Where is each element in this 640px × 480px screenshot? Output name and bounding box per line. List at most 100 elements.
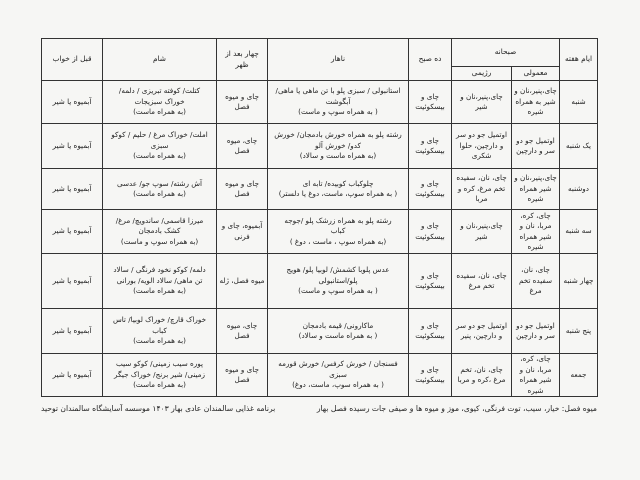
afternoon-snack-cell: چای و میوه فصل [216, 80, 268, 124]
cell-line: (به همراه ماست) [133, 189, 186, 198]
breakfast-diet-cell: چای، نان، سفیده تخم مرغ، کره و مربا [451, 168, 512, 210]
table-row: سه شنبه چای، کره، مربا، نان و شیر همراه ش… [41, 209, 598, 254]
day-cell: شنبه [559, 80, 598, 124]
dinner-cell: خوراک قارچ/ خوراک لوبیا/ تاس کباب (به همرا… [102, 308, 217, 354]
lunch-cell: ماکارونی/ قیمه بادمجان( به همراه ماست و … [267, 308, 409, 354]
meal-plan-table: ایام هفته صبحانه ده صبح ناهار چهار بعد ا… [41, 38, 598, 397]
cell-line: رشته پلو به همراه زرشک پلو /جوجه [284, 215, 392, 225]
cell-line: سبزی [150, 140, 169, 150]
cell-line: (به همراه ماست) [133, 107, 186, 117]
cell-line: (به همراه سوپ ، ماست ، دوغ ) [289, 236, 387, 246]
afternoon-snack-cell: چای، میوه فصل [216, 123, 268, 169]
table-row: جمعه چای، کره، مربا، نان و شیر همراه شیره… [41, 353, 598, 397]
day-cell: پنج شنبه [559, 308, 598, 354]
dinner-cell: کتلت/ کوفته تبریزی / دلمه/خوراک سبزیجات(… [102, 80, 217, 124]
afternoon-snack-cell: چای و میوه فصل [216, 353, 268, 397]
cell-line: پلو/استانبولی [318, 275, 358, 285]
breakfast-normal-cell: اوتمیل جو دو سر و دارچین [511, 123, 560, 169]
day-cell: دوشنبه [559, 168, 598, 210]
cell-line: آبگوشت [325, 96, 351, 106]
dinner-cell: آش رشته/ سوپ جو/ عدسی (به همراه ماست) [102, 168, 217, 210]
cell-line: (به همراه ماست) [133, 380, 186, 390]
cell-line: دلمه/ کوکو نخود فرنگی / سالاد [113, 265, 206, 275]
cell-line: ( به همراه سوپ و ماست) [298, 286, 378, 296]
cell-line: سبزی [329, 369, 347, 379]
bedtime-cell: آبمیوه یا شیر [41, 168, 103, 210]
cell-line: ( به همراه سوپ و ماست) [298, 107, 378, 117]
cell-line: ماکارونی/ قیمه بادمجان [302, 320, 374, 330]
header-breakfast-diet: رژیمی [451, 66, 512, 81]
afternoon-snack-cell: آبمیوه، چای و فرنی [216, 209, 268, 254]
table-row: دوشنبه چای،پنیر،نان و شیر همراه شیره چای، … [41, 168, 598, 210]
breakfast-diet-cell: چای، نان، تخم مرغ ،کره و مربا [451, 353, 512, 397]
table-row: چهار شنبه چای، نان، سفیده تخم مرغ چای، نان… [41, 253, 598, 309]
lunch-cell: استانبولی / سبزی پلو با تن ماهی یا ماهی/… [267, 80, 409, 124]
header-lunch: ناهار [267, 38, 409, 81]
lunch-cell: چلوکباب کوبیده/ تابه ای( به همراه سوپ، م… [267, 168, 409, 210]
header-afternoon-snack: چهار بعد از ظهر [216, 38, 268, 81]
breakfast-normal-cell: اوتمیل جو دو سر و دارچین [511, 308, 560, 354]
cell-line: کشک بادمجان [138, 226, 181, 236]
fruits-note: میوه فصل: خیار، سیب، توت فرنگی، کیوی، مو… [316, 404, 597, 413]
bedtime-cell: آبمیوه یا شیر [41, 209, 103, 254]
cell-line: ( به همراه ماست و سالاد) [298, 331, 378, 340]
cell-line: کباب [330, 226, 346, 236]
cell-line: ( به همراه سوپ، ماست، دوغ) [292, 380, 384, 390]
cell-line: (به همراه سوپ و ماست) [120, 236, 199, 246]
table-row: شنبه چای،پنیر،نان و شیر به همراه شیره چای،… [41, 80, 598, 124]
cell-line: کدو/ خورش آلو [315, 140, 361, 150]
header-morning-snack: ده صبح [408, 38, 452, 81]
morning-snack-cell: چای و بیسکوئیت [408, 123, 452, 169]
afternoon-snack-cell: چای، میوه فصل [216, 308, 268, 354]
cell-line: (به همراه ماست) [133, 286, 186, 296]
afternoon-snack-cell: چای و میوه فصل [216, 168, 268, 210]
cell-line: خوراک قارچ/ خوراک لوبیا/ تاس [112, 315, 207, 325]
program-title: برنامه غذایی سالمندان عادی بهار ۱۴۰۳ موس… [41, 404, 276, 413]
morning-snack-cell: چای و بیسکوئیت [408, 168, 452, 210]
cell-line: کباب [152, 325, 167, 335]
dinner-cell: املت/ خوراک مرغ / حلیم / کوکو سبزی (به همر… [102, 123, 217, 169]
day-cell: جمعه [559, 353, 598, 397]
dinner-cell: دلمه/ کوکو نخود فرنگی / سالاد تن ماهی/ سا… [102, 253, 217, 309]
cell-line: املت/ خوراک مرغ / حلیم / کوکو [111, 130, 208, 140]
cell-line: چلوکباب کوبیده/ تابه ای [302, 178, 374, 188]
breakfast-diet-cell: چای،پنیر،نان و شیر [451, 80, 512, 124]
cell-line: میرزا قاسمی/ ساندویچ/ مرغ/ [115, 215, 204, 225]
breakfast-diet-cell: چای،پنیر،نان و شیر [451, 209, 512, 254]
lunch-cell: عدس پلوبا کشمش/ لوبیا پلو/ هویج پلو/استان… [267, 253, 409, 309]
cell-line: عدس پلوبا کشمش/ لوبیا پلو/ هویج [286, 265, 390, 275]
lunch-cell: فسنجان / خورش کرفس/ خورش قورمه سبزی( به ه… [267, 353, 409, 397]
breakfast-diet-cell: اوتمیل جو دو سر و دارچین، پنیر [451, 308, 512, 354]
breakfast-normal-cell: چای، کره، مربا، نان و شیر همراه شیره [511, 353, 560, 397]
breakfast-normal-cell: چای، نان، سفیده تخم مرغ [511, 253, 560, 309]
cell-line: ( به همراه سوپ، ماست، دوغ یا دلستر) [278, 189, 398, 198]
bedtime-cell: آبمیوه یا شیر [41, 308, 103, 354]
bedtime-cell: آبمیوه یا شیر [41, 80, 103, 124]
breakfast-diet-cell: چای، نان، سفیده تخم مرغ [451, 253, 512, 309]
cell-line: (به همراه ماست) [133, 151, 186, 161]
breakfast-normal-cell: چای،پنیر،نان و شیر همراه شیره [511, 168, 560, 210]
cell-line: آش رشته/ سوپ جو/ عدسی [116, 178, 202, 188]
header-bedtime: قبل از خواب [41, 38, 103, 81]
lunch-cell: رشته پلو به همراه خورش بادمجان/ خورش کدو/… [267, 123, 409, 169]
cell-line: پوره سیب زمینی/ کوکو سیب [116, 359, 203, 369]
cell-line: تن ماهی/ سالاد الویه/ بورانی [116, 275, 203, 285]
morning-snack-cell: چای و بیسکوئیت [408, 353, 452, 397]
cell-line: (به همراه ماست) [133, 336, 186, 346]
dinner-cell: پوره سیب زمینی/ کوکو سیب زمینی/ شیر برنج/… [102, 353, 217, 397]
day-cell: سه شنبه [559, 209, 598, 254]
header-dinner: شام [102, 38, 217, 81]
bedtime-cell: آبمیوه یا شیر [41, 253, 103, 309]
cell-line: خوراک سبزیجات [134, 96, 185, 106]
bedtime-cell: آبمیوه یا شیر [41, 123, 103, 169]
cell-line: فسنجان / خورش کرفس/ خورش قورمه [278, 359, 398, 369]
table-row: پنج شنبه اوتمیل جو دو سر و دارچین اوتمیل ج… [41, 308, 598, 354]
morning-snack-cell: چای و بیسکوئیت [408, 308, 452, 354]
cell-line: زمینی/ شیر برنج/ خوراک جیگر [114, 369, 205, 379]
header-breakfast: صبحانه [451, 38, 560, 67]
day-cell: چهار شنبه [559, 253, 598, 309]
header-breakfast-normal: معمولی [511, 66, 560, 81]
cell-line: (به همراه ماست و سالاد) [299, 151, 377, 161]
morning-snack-cell: چای و بیسکوئیت [408, 209, 452, 254]
morning-snack-cell: چای و بیسکوئیت [408, 253, 452, 309]
